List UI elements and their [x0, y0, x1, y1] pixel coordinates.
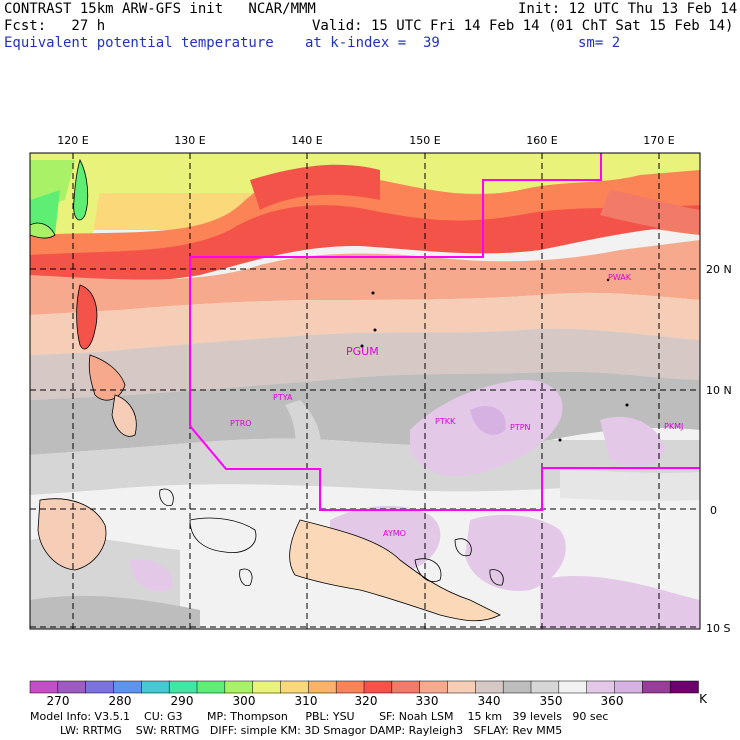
- station-aymo: AYMO: [383, 529, 406, 538]
- cbar-label-270: 270: [46, 694, 70, 708]
- colorbar-swatch: [113, 680, 143, 694]
- colorbar-swatch: [669, 680, 699, 694]
- colorbar-swatch: [335, 680, 365, 694]
- colorbar-swatch: [530, 680, 560, 694]
- cbar-label-310: 310: [294, 694, 318, 708]
- theta-e-field: [30, 153, 700, 629]
- init-time: Init: 12 UTC Thu 13 Feb 14: [518, 1, 738, 17]
- model-info-line2: LW: RRTMG SW: RRTMG DIFF: simple KM: 3D …: [60, 724, 563, 737]
- cbar-label-330: 330: [415, 694, 439, 708]
- colorbar-swatch: [308, 680, 337, 694]
- cbar-label-280: 280: [108, 694, 132, 708]
- colorbar-swatch: [224, 680, 254, 694]
- colorbar-swatch: [447, 680, 477, 694]
- cbar-label-290: 290: [170, 694, 194, 708]
- station-ptkk: PTKK: [435, 417, 456, 426]
- fir-boundary: [189, 153, 700, 511]
- station-ptya: PTYA: [273, 393, 293, 402]
- colorbar-swatch: [280, 680, 310, 694]
- cbar-unit: K: [699, 692, 707, 706]
- colorbar-swatch: [419, 680, 449, 694]
- colorbar-swatch: [196, 680, 226, 694]
- colorbar-swatch: [141, 680, 170, 694]
- lat-label-eq: 0: [710, 504, 717, 517]
- station-pwak: PWAK: [608, 273, 632, 282]
- lat-label-10n: 10 N: [706, 384, 732, 397]
- lon-label-150e: 150 E: [409, 134, 441, 147]
- colorbar-swatch: [642, 680, 671, 694]
- cbar-label-320: 320: [354, 694, 378, 708]
- valid-time: Valid: 15 UTC Fri 14 Feb 14 (01 ChT Sat …: [312, 18, 734, 34]
- colorbar-swatch: [614, 680, 644, 694]
- smoothing: sm= 2: [578, 35, 621, 51]
- colorbar-swatch: [558, 680, 588, 694]
- colorbar-swatch: [85, 680, 115, 694]
- lon-label-140e: 140 E: [291, 134, 323, 147]
- colorbar-swatch: [586, 680, 616, 694]
- field-name: Equivalent potential temperature: [4, 35, 274, 51]
- colorbar-swatch: [168, 680, 198, 694]
- station-ptpn: PTPN: [510, 423, 531, 432]
- forecast-hour: Fcst: 27 h: [4, 18, 106, 34]
- station-pgum: PGUM: [346, 345, 379, 358]
- lon-label-120e: 120 E: [57, 134, 89, 147]
- lon-label-130e: 130 E: [174, 134, 206, 147]
- colorbar-swatch: [502, 680, 532, 694]
- cbar-label-300: 300: [232, 694, 256, 708]
- map-frame: [29, 152, 701, 630]
- colorbar-swatch: [252, 680, 282, 694]
- lon-label-170e: 170 E: [643, 134, 675, 147]
- colorbar-swatch: [57, 680, 87, 694]
- k-index: at k-index = 39: [305, 35, 440, 51]
- model-title: CONTRAST 15km ARW-GFS init NCAR/MMM: [4, 1, 316, 17]
- colorbar-swatch: [475, 680, 504, 694]
- lat-label-10s: 10 S: [706, 622, 731, 635]
- lon-label-160e: 160 E: [526, 134, 558, 147]
- cbar-label-350: 350: [539, 694, 563, 708]
- model-info-line1: Model Info: V3.5.1 CU: G3 MP: Thompson P…: [30, 710, 609, 723]
- station-pkmj: PKMJ: [664, 422, 684, 431]
- cbar-label-360: 360: [600, 694, 624, 708]
- lat-label-20n: 20 N: [706, 263, 732, 276]
- station-ptro: PTRO: [230, 419, 252, 428]
- colorbar-swatch: [391, 680, 421, 694]
- colorbar-swatch: [29, 680, 59, 694]
- cbar-label-340: 340: [477, 694, 501, 708]
- colorbar-swatch: [363, 680, 393, 694]
